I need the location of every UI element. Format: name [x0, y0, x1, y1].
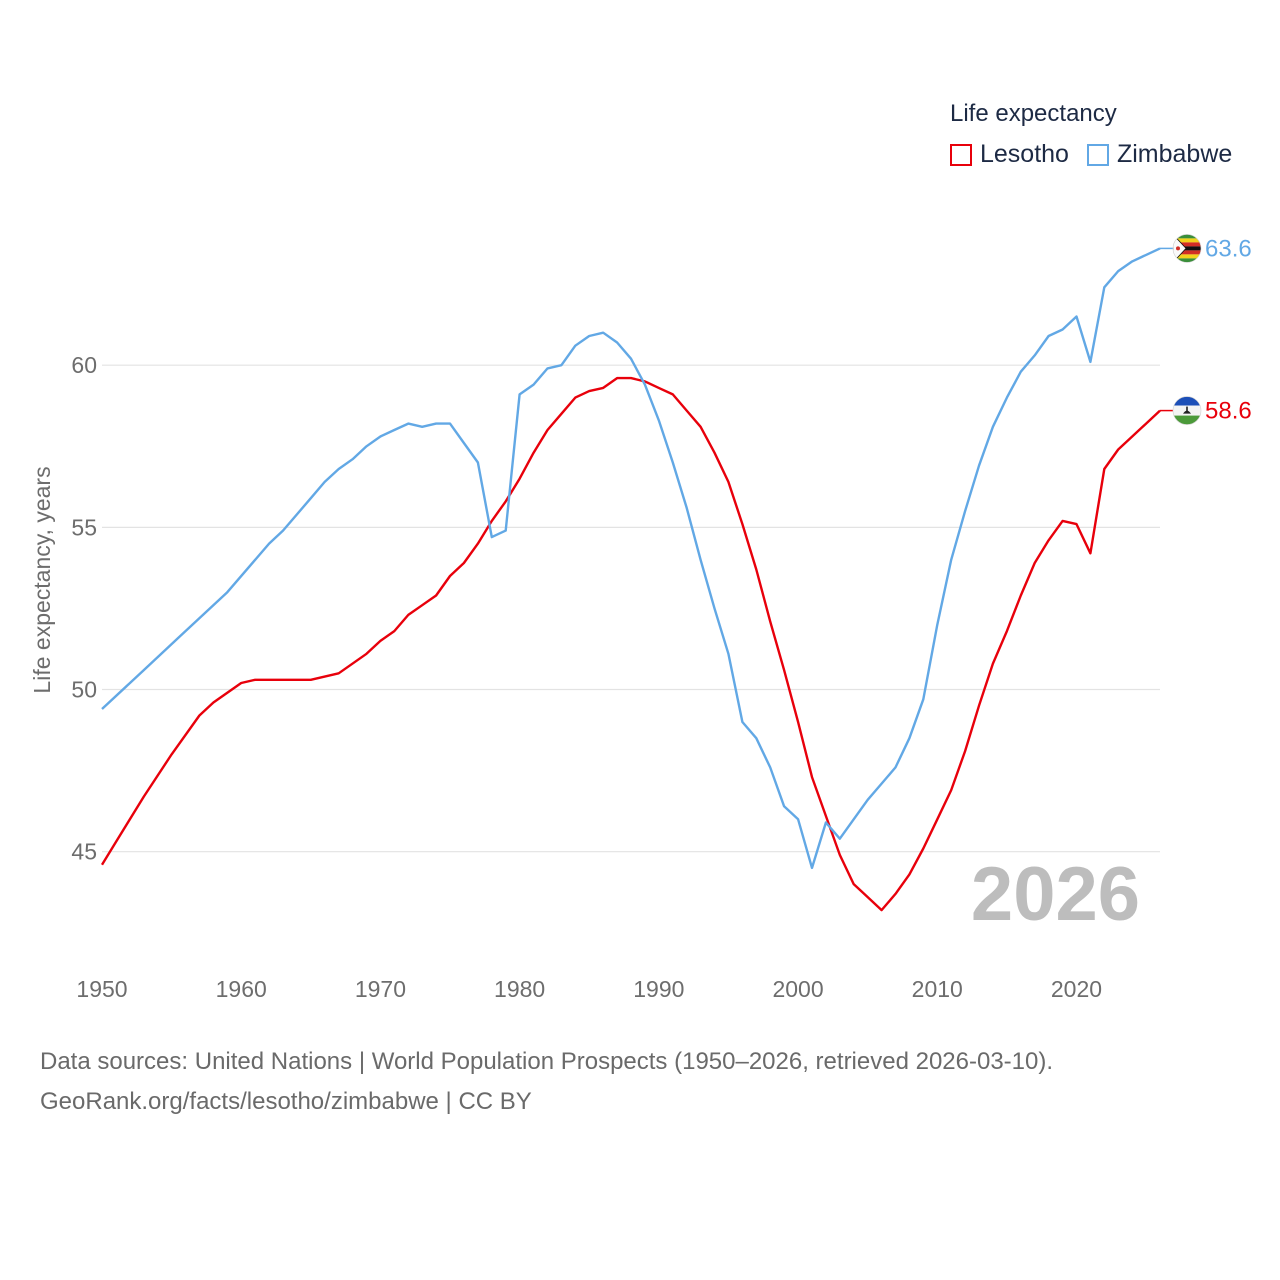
x-tick-label: 1970	[355, 976, 406, 1002]
series-line-zimbabwe[interactable]	[101, 247, 1161, 870]
legend-label-zimbabwe: Zimbabwe	[1116, 140, 1233, 168]
x-axis-ticks: 1950 1960 1970 1980 1990 2000 2010 2020	[76, 976, 1102, 1002]
zimbabwe-flag-icon	[1172, 234, 1202, 263]
x-tick-label: 1980	[494, 976, 545, 1002]
legend-swatch-lesotho	[950, 143, 972, 166]
series-line-lesotho[interactable]	[100, 376, 1161, 912]
x-tick-label: 2020	[1051, 976, 1102, 1002]
legend: Life expectancy Lesotho Zimbabwe	[950, 100, 1250, 169]
end-labels: 58.6 63.6	[1160, 234, 1252, 425]
legend-swatch-zimbabwe	[1086, 143, 1109, 166]
legend-title: Life expectancy	[950, 100, 1117, 127]
x-tick-label: 1960	[216, 976, 267, 1002]
gridlines	[102, 364, 1160, 853]
y-tick-label: 50	[71, 677, 97, 703]
footer: Data sources: United Nations | World Pop…	[40, 1042, 1053, 1122]
legend-label-lesotho: Lesotho	[980, 140, 1069, 168]
x-tick-label: 2010	[912, 976, 963, 1002]
x-tick-label: 2000	[772, 976, 823, 1002]
lesotho-flag-icon	[1172, 396, 1202, 425]
y-tick-label: 45	[71, 839, 97, 865]
source-url-text[interactable]: GeoRank.org/facts/lesotho/zimbabwe | CC …	[40, 1088, 532, 1115]
x-tick-label: 1950	[76, 976, 127, 1002]
legend-item-lesotho[interactable]: Lesotho	[950, 140, 1069, 169]
legend-item-zimbabwe[interactable]: Zimbabwe	[1086, 140, 1233, 169]
y-tick-label: 60	[71, 352, 97, 378]
x-tick-label: 1990	[633, 976, 684, 1002]
data-sources-text: Data sources: United Nations | World Pop…	[40, 1048, 1054, 1075]
y-tick-label: 55	[71, 514, 97, 540]
end-label-zimbabwe: 63.6	[1205, 235, 1252, 262]
end-label-lesotho: 58.6	[1205, 398, 1252, 425]
year-watermark: 2026	[971, 852, 1140, 937]
series-lines	[100, 247, 1161, 912]
y-axis-ticks: 45 50 55 60	[71, 352, 97, 865]
y-axis-label: Life expectancy, years	[29, 466, 55, 693]
